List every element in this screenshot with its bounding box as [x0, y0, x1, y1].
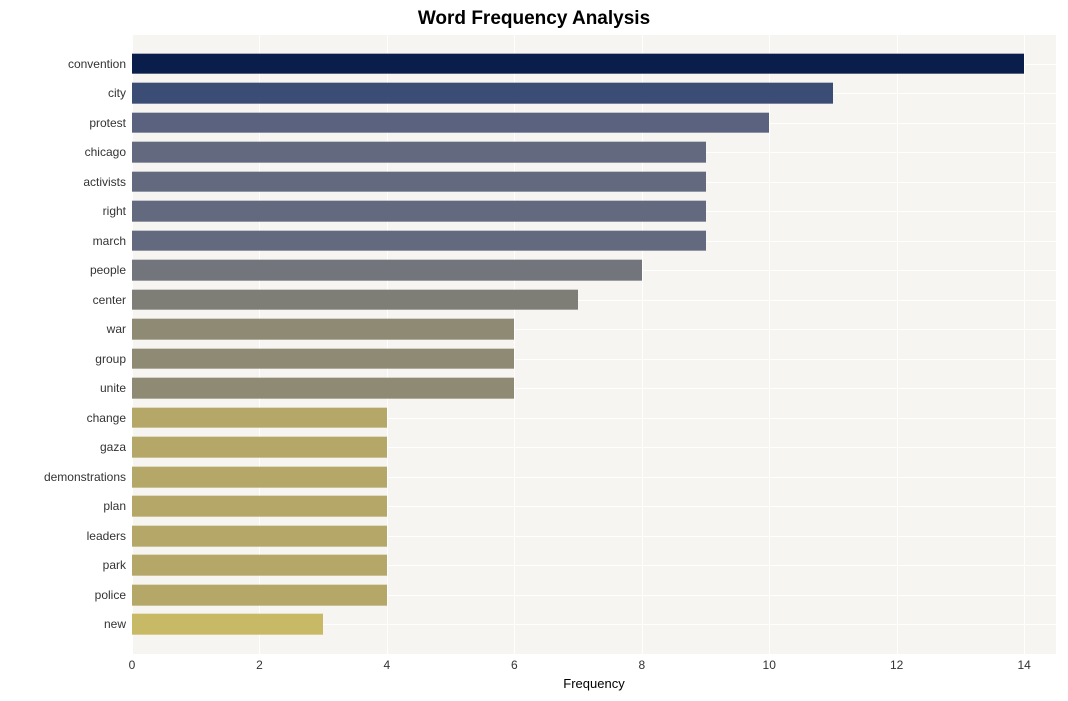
- bar: [132, 555, 387, 576]
- bar: [132, 526, 387, 547]
- y-tick-label: demonstrations: [44, 470, 126, 484]
- bar: [132, 437, 387, 458]
- bar: [132, 260, 642, 281]
- y-tick-label: leaders: [87, 529, 126, 543]
- x-axis-title: Frequency: [563, 676, 624, 691]
- bar: [132, 407, 387, 428]
- x-gridline: [897, 34, 898, 654]
- x-tick-label: 0: [129, 658, 136, 672]
- bar: [132, 53, 1024, 74]
- y-tick-label: march: [93, 234, 126, 248]
- y-tick-label: war: [107, 322, 126, 336]
- x-gridline: [1024, 34, 1025, 654]
- bar: [132, 142, 706, 163]
- chart-title: Word Frequency Analysis: [12, 8, 1056, 30]
- x-tick-label: 2: [256, 658, 263, 672]
- bar: [132, 614, 323, 635]
- y-tick-label: city: [108, 86, 126, 100]
- y-tick-label: park: [103, 558, 126, 572]
- bar: [132, 112, 769, 133]
- x-axis: Frequency 0 2 4 6 8 10 12 14: [132, 654, 1056, 690]
- y-tick-label: people: [90, 263, 126, 277]
- y-tick-label: change: [87, 411, 126, 425]
- y-tick-label: new: [104, 617, 126, 631]
- bar: [132, 230, 706, 251]
- y-tick-label: right: [103, 204, 126, 218]
- y-gridline: [132, 34, 1056, 35]
- y-tick-label: police: [95, 588, 126, 602]
- bar: [132, 496, 387, 517]
- y-tick-label: convention: [68, 57, 126, 71]
- bar: [132, 201, 706, 222]
- y-axis: convention city protest chicago activists rig…: [12, 34, 132, 654]
- x-tick-label: 6: [511, 658, 518, 672]
- bar: [132, 348, 514, 369]
- y-tick-label: gaza: [100, 440, 126, 454]
- x-tick-label: 10: [763, 658, 776, 672]
- bar: [132, 378, 514, 399]
- x-tick-label: 8: [638, 658, 645, 672]
- x-tick-label: 14: [1017, 658, 1030, 672]
- x-tick-label: 4: [384, 658, 391, 672]
- bar: [132, 289, 578, 310]
- y-tick-label: group: [95, 352, 126, 366]
- y-tick-label: chicago: [85, 145, 126, 159]
- x-tick-label: 12: [890, 658, 903, 672]
- bar: [132, 83, 833, 104]
- bar: [132, 585, 387, 606]
- y-tick-label: unite: [100, 381, 126, 395]
- bar: [132, 171, 706, 192]
- y-tick-label: protest: [89, 116, 126, 130]
- word-frequency-chart: Word Frequency Analysis convention city pr…: [0, 0, 1068, 701]
- y-tick-label: plan: [103, 499, 126, 513]
- y-tick-label: activists: [83, 175, 126, 189]
- bar: [132, 319, 514, 340]
- bar: [132, 467, 387, 488]
- y-tick-label: center: [93, 293, 126, 307]
- plot-area: convention city protest chicago activists rig…: [12, 34, 1056, 654]
- x-gridline: [769, 34, 770, 654]
- bars-region: [132, 34, 1056, 654]
